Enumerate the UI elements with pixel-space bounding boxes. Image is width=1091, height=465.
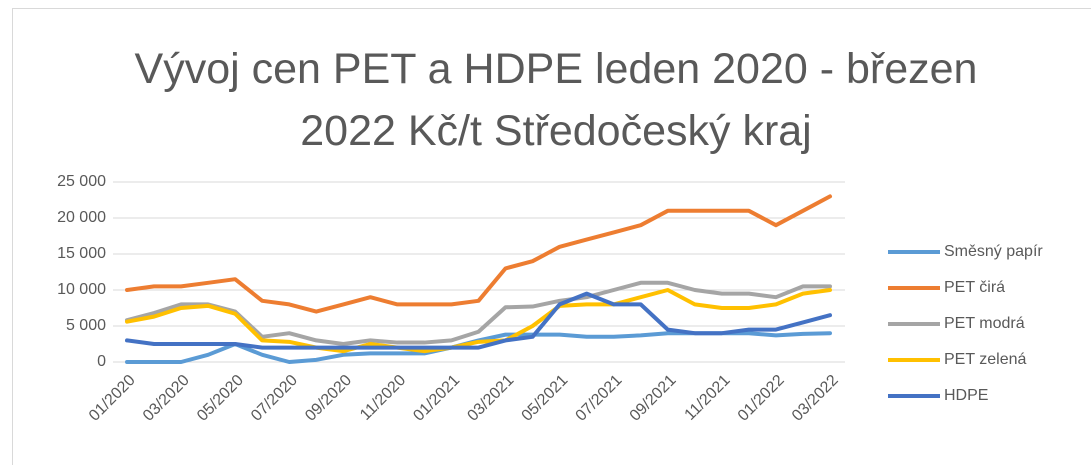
legend-label: Směsný papír (944, 243, 1043, 260)
chart-title: Vývoj cen PET a HDPE leden 2020 - březen… (134, 45, 978, 155)
legend-label: PET modrá (944, 315, 1025, 332)
series-line (125, 194, 832, 314)
y-tick-label: 10 000 (57, 281, 106, 298)
y-tick-label: 25 000 (57, 173, 106, 190)
y-tick-label: 20 000 (57, 209, 106, 226)
y-tick-label: 15 000 (57, 245, 106, 262)
series-line (125, 291, 832, 350)
series-line (125, 288, 832, 354)
y-tick-label: 5 000 (66, 317, 106, 334)
y-tick-label: 0 (97, 353, 106, 370)
legend-label: HDPE (944, 387, 988, 404)
chart-border (12, 8, 1091, 465)
legend-label: PET zelená (944, 351, 1027, 368)
legend-label: PET čirá (944, 279, 1005, 296)
